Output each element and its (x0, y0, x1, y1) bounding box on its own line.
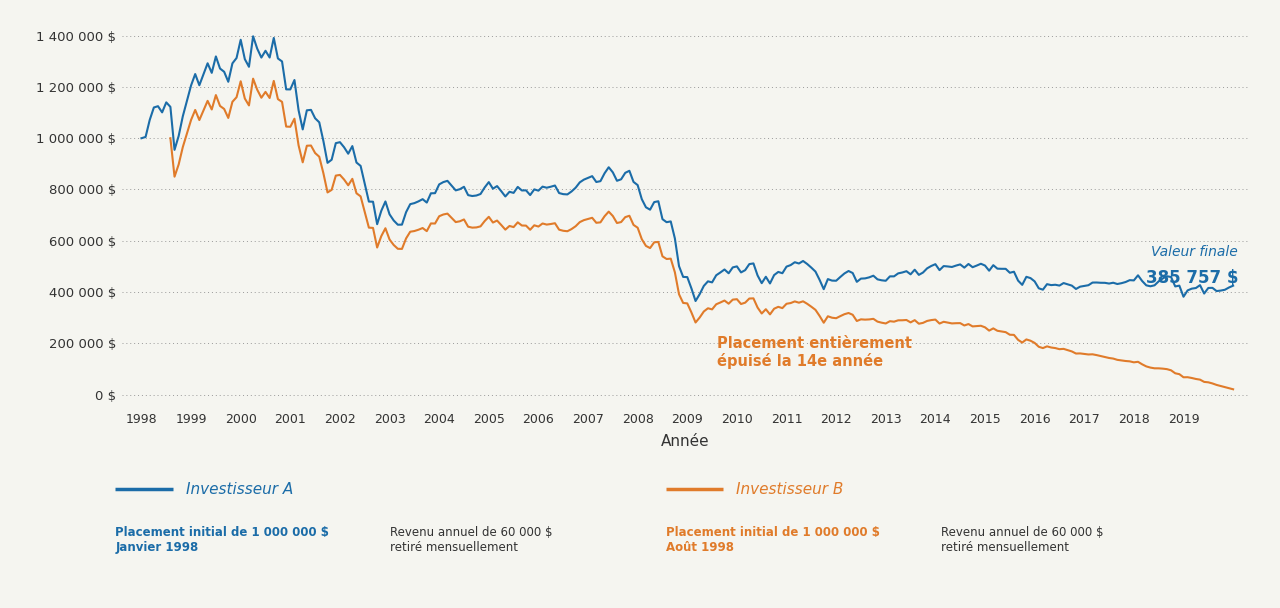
Text: Valeur finale: Valeur finale (1151, 244, 1238, 258)
Text: Placement initial de 1 000 000 $
Janvier 1998: Placement initial de 1 000 000 $ Janvier… (115, 526, 329, 554)
Text: Placement initial de 1 000 000 $
Août 1998: Placement initial de 1 000 000 $ Août 19… (666, 526, 879, 554)
Text: 385 757 $: 385 757 $ (1146, 269, 1238, 287)
Text: Investisseur A: Investisseur A (186, 482, 293, 497)
Text: Revenu annuel de 60 000 $
retiré mensuellement: Revenu annuel de 60 000 $ retiré mensuel… (390, 526, 553, 554)
Text: Placement entièrement
épuisé la 14e année: Placement entièrement épuisé la 14e anné… (717, 336, 913, 369)
X-axis label: Année: Année (660, 434, 709, 449)
Text: Revenu annuel de 60 000 $
retiré mensuellement: Revenu annuel de 60 000 $ retiré mensuel… (941, 526, 1103, 554)
Text: Investisseur B: Investisseur B (736, 482, 844, 497)
